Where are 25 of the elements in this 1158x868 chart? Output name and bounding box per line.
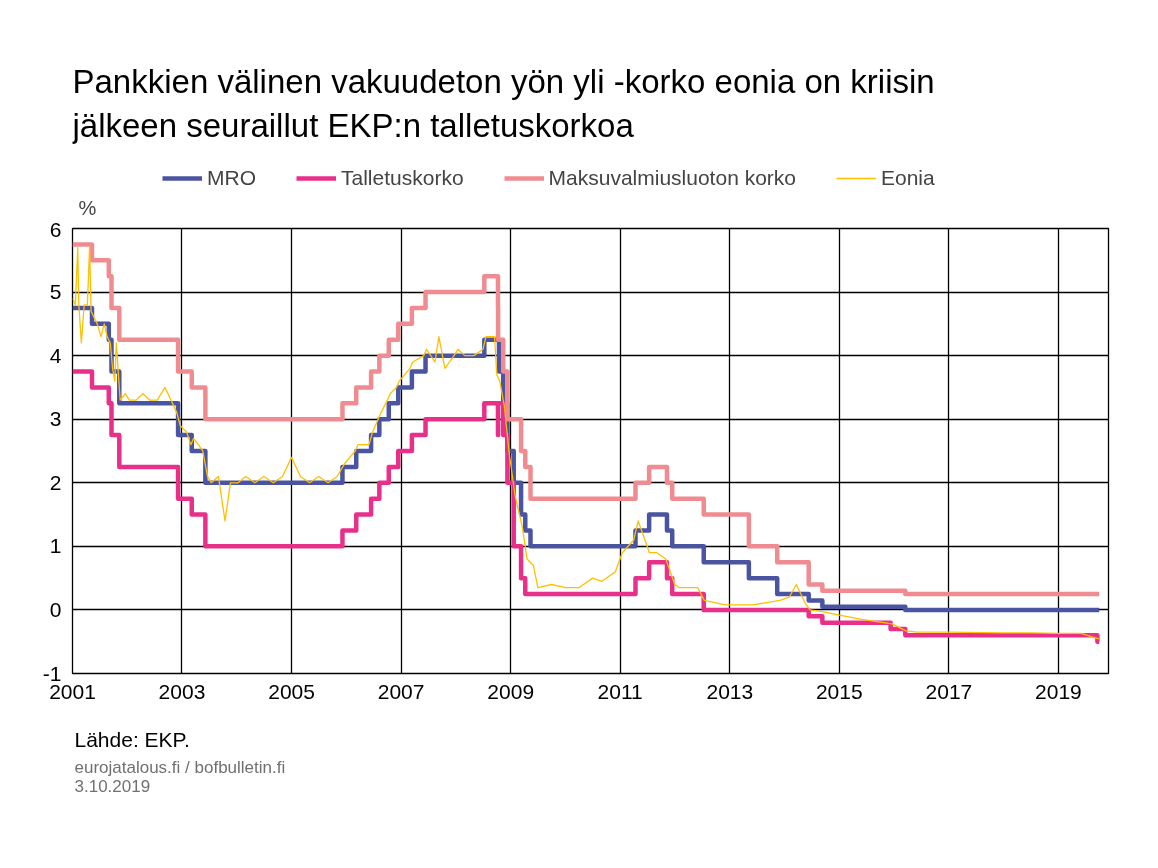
y-tick-label: 5: [49, 280, 62, 304]
x-tick-label: 2011: [597, 679, 643, 703]
y-tick-label: 6: [49, 217, 62, 241]
x-tick-label: 2009: [487, 679, 535, 703]
x-tick-label: 2007: [377, 679, 425, 703]
x-tick-label: 2019: [1035, 679, 1082, 703]
x-tick-label: 2005: [268, 679, 315, 703]
text: Lähde: EKP.: [74, 727, 190, 751]
legend-label: Talletuskorko: [341, 166, 464, 190]
y-tick-label: -1: [42, 661, 62, 685]
y-tick-label: 4: [49, 343, 62, 367]
text: 3.10.2019: [74, 776, 151, 796]
y-tick-label: 0: [49, 597, 62, 621]
y-tick-label: 2: [49, 470, 62, 494]
legend-label: Maksuvalmiusluoton korko: [548, 166, 796, 190]
x-tick-label: 2017: [925, 679, 973, 703]
legend-label: MRO: [207, 166, 256, 190]
text: eurojatalous.fi / bofbulletin.fi: [74, 757, 286, 777]
y-tick-label: 3: [49, 407, 62, 431]
x-tick-label: 2013: [706, 679, 754, 703]
x-tick-label: 2003: [158, 679, 206, 703]
y-tick-label: 1: [49, 534, 62, 558]
legend-label: Eonia: [881, 166, 935, 190]
x-tick-label: 2015: [815, 679, 863, 703]
y-axis-title: %: [78, 196, 97, 219]
